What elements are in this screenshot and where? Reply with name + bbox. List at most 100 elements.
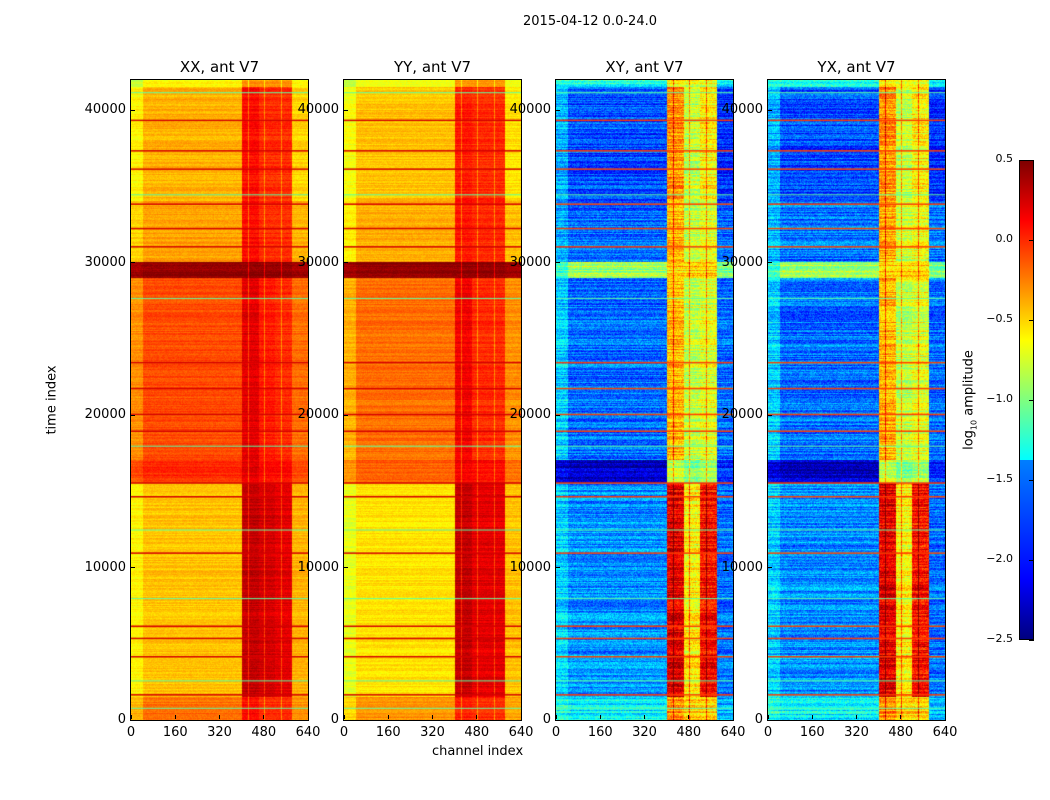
colorbar-tick-label: −0.5 bbox=[986, 312, 1013, 325]
y-tick-label: 40000 bbox=[297, 102, 339, 118]
y-tick bbox=[556, 414, 560, 416]
y-tick bbox=[344, 262, 348, 264]
heatmap-image bbox=[556, 80, 733, 720]
x-tick bbox=[900, 715, 902, 719]
y-tick bbox=[556, 719, 560, 721]
y-tick bbox=[768, 719, 772, 721]
x-tick-label: 0 bbox=[339, 725, 349, 740]
colorbar-tick-label: 0.5 bbox=[995, 152, 1014, 165]
x-tick bbox=[555, 715, 557, 719]
x-tick-label: 160 bbox=[162, 725, 188, 740]
y-tick bbox=[131, 109, 135, 111]
x-tick-label: 160 bbox=[799, 725, 825, 740]
colorbar-tick bbox=[1029, 639, 1034, 641]
colorbar-tick-label: −1.0 bbox=[986, 392, 1013, 405]
y-tick bbox=[344, 109, 348, 111]
y-tick-label: 40000 bbox=[509, 102, 551, 118]
y-tick-label: 20000 bbox=[721, 407, 763, 423]
x-tick-label: 480 bbox=[888, 725, 914, 740]
x-tick bbox=[307, 715, 309, 719]
y-tick-label: 10000 bbox=[721, 559, 763, 575]
colorbar-tick-label: −1.5 bbox=[986, 472, 1013, 485]
y-tick-label: 10000 bbox=[297, 559, 339, 575]
x-tick-label: 160 bbox=[375, 725, 401, 740]
x-tick-label: 640 bbox=[295, 725, 321, 740]
x-tick-label: 320 bbox=[420, 725, 445, 740]
x-tick bbox=[520, 715, 522, 719]
y-tick bbox=[768, 262, 772, 264]
x-tick-label: 0 bbox=[763, 725, 773, 740]
x-tick-label: 480 bbox=[251, 725, 277, 740]
panel-title: XX, ant V7 bbox=[179, 58, 260, 76]
x-tick bbox=[432, 715, 433, 719]
y-tick-label: 10000 bbox=[509, 559, 551, 575]
x-tick bbox=[263, 715, 265, 719]
y-tick bbox=[768, 567, 772, 569]
colorbar-tick bbox=[1029, 399, 1034, 401]
y-tick bbox=[131, 719, 135, 721]
panel-title: YX, ant V7 bbox=[817, 58, 896, 76]
x-tick bbox=[644, 715, 645, 719]
x-tick bbox=[174, 715, 176, 719]
colorbar-tick bbox=[1029, 559, 1034, 561]
y-tick bbox=[556, 262, 560, 264]
colorbar-label: log10 amplitude bbox=[961, 350, 979, 450]
y-tick bbox=[556, 567, 560, 569]
axes-frame bbox=[343, 79, 522, 721]
axes-frame bbox=[130, 79, 309, 721]
x-tick bbox=[130, 715, 132, 719]
y-tick bbox=[344, 567, 348, 569]
y-tick-label: 0 bbox=[330, 712, 339, 727]
x-tick bbox=[732, 715, 734, 719]
x-tick bbox=[856, 715, 857, 719]
x-tick bbox=[219, 715, 220, 719]
y-tick-label: 20000 bbox=[84, 407, 126, 423]
heatmap-image bbox=[768, 80, 945, 720]
colorbar-tick-label: 0.0 bbox=[995, 232, 1014, 245]
y-tick bbox=[131, 567, 135, 569]
x-tick bbox=[944, 715, 946, 719]
heatmap-panel: XX, ant V7 0 160 320 480 640 0 10000 20000 30000 4… bbox=[85, 58, 321, 740]
y-tick-label: 30000 bbox=[509, 254, 551, 270]
x-tick-label: 160 bbox=[587, 725, 613, 740]
y-tick bbox=[131, 262, 135, 264]
heatmap-image bbox=[344, 80, 521, 720]
y-tick-label: 20000 bbox=[509, 407, 551, 423]
x-tick-label: 480 bbox=[464, 725, 490, 740]
y-tick-label: 20000 bbox=[297, 407, 339, 423]
axes-frame bbox=[555, 79, 734, 721]
figure-title: 2015-04-12 0.0-24.0 bbox=[523, 14, 657, 29]
x-tick-label: 640 bbox=[932, 725, 958, 740]
x-tick-label: 320 bbox=[844, 725, 869, 740]
y-tick bbox=[556, 109, 560, 111]
panel-title: YY, ant V7 bbox=[393, 58, 471, 76]
y-tick-label: 30000 bbox=[721, 254, 763, 270]
heatmap-panel: YX, ant V7 0 160 320 480 640 0 10000 20000 30000 4… bbox=[722, 58, 958, 740]
x-tick-label: 640 bbox=[508, 725, 534, 740]
x-tick bbox=[387, 715, 389, 719]
heatmap-image bbox=[131, 80, 308, 720]
y-tick-label: 10000 bbox=[84, 559, 126, 575]
y-tick bbox=[131, 414, 135, 416]
x-tick-label: 320 bbox=[207, 725, 232, 740]
x-tick bbox=[476, 715, 478, 719]
x-tick bbox=[343, 715, 345, 719]
panel-title: XY, ant V7 bbox=[605, 58, 684, 76]
y-tick-label: 30000 bbox=[84, 254, 126, 270]
x-tick-label: 480 bbox=[676, 725, 702, 740]
x-tick bbox=[599, 715, 601, 719]
heatmap-panel: YY, ant V7 0 160 320 480 640 0 10000 20000 30000 4… bbox=[298, 58, 534, 740]
y-tick-label: 0 bbox=[542, 712, 551, 727]
y-tick bbox=[768, 414, 772, 416]
x-tick bbox=[811, 715, 813, 719]
x-tick-label: 0 bbox=[551, 725, 561, 740]
y-tick bbox=[768, 109, 772, 111]
x-axis-label: channel index bbox=[432, 744, 524, 759]
colorbar-tick bbox=[1029, 319, 1034, 321]
colorbar-tick-label: −2.5 bbox=[986, 632, 1013, 645]
axes-frame bbox=[767, 79, 946, 721]
x-tick-label: 640 bbox=[720, 725, 746, 740]
y-tick-label: 0 bbox=[754, 712, 763, 727]
x-tick-label: 320 bbox=[632, 725, 657, 740]
